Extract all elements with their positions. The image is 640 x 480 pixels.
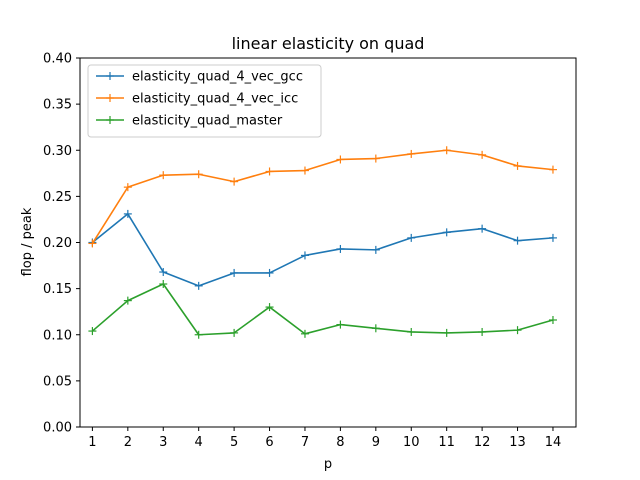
data-point — [513, 236, 522, 245]
series-1 — [88, 209, 557, 290]
data-point — [265, 303, 274, 312]
x-tick-label: 4 — [195, 435, 203, 450]
y-tick-label: 0.10 — [43, 328, 72, 343]
y-tick-label: 0.25 — [43, 190, 72, 205]
series-3 — [88, 280, 557, 339]
data-point — [442, 328, 451, 337]
y-tick-label: 0.00 — [43, 421, 72, 436]
data-point — [336, 155, 345, 164]
data-point — [194, 281, 203, 290]
series-line — [91, 213, 554, 287]
data-point — [159, 268, 168, 277]
chart-title: linear elasticity on quad — [232, 34, 425, 53]
data-point — [194, 170, 203, 179]
legend-item: elasticity_quad_4_vec_icc — [96, 92, 298, 107]
legend: elasticity_quad_4_vec_gcc elasticity_quad… — [87, 64, 322, 138]
legend-label: elasticity_quad_master — [132, 114, 283, 129]
data-point — [371, 154, 380, 163]
y-axis-ticks: 0.00 0.05 0.10 0.15 0.20 0.25 0.30 0.35 0.40 — [43, 52, 80, 436]
data-point — [478, 150, 487, 159]
x-tick-label: 2 — [124, 435, 132, 450]
x-tick-label: 5 — [230, 435, 238, 450]
data-point — [159, 280, 168, 289]
legend-item: elasticity_quad_4_vec_gcc — [96, 70, 303, 85]
data-point — [123, 296, 132, 305]
series-line — [91, 283, 554, 336]
x-tick-label: 6 — [265, 435, 273, 450]
data-point — [513, 161, 522, 170]
data-point — [88, 239, 97, 248]
x-tick-label: 7 — [301, 435, 309, 450]
y-tick-label: 0.35 — [43, 98, 72, 113]
data-point — [548, 233, 557, 242]
data-point — [265, 268, 274, 277]
y-axis-label: flop / peak — [20, 207, 35, 276]
data-point — [123, 209, 132, 218]
data-point — [442, 146, 451, 155]
legend-label: elasticity_quad_4_vec_icc — [132, 92, 298, 107]
data-point — [548, 165, 557, 174]
legend-item: elasticity_quad_master — [96, 114, 283, 129]
data-point — [230, 177, 239, 186]
y-tick-label: 0.15 — [43, 282, 72, 297]
data-point — [123, 183, 132, 192]
data-point — [407, 233, 416, 242]
x-tick-label: 3 — [159, 435, 167, 450]
series-layer — [88, 146, 557, 339]
x-tick-label: 10 — [403, 435, 420, 450]
data-point — [478, 327, 487, 336]
x-tick-label: 11 — [438, 435, 455, 450]
series-2 — [88, 146, 557, 248]
data-point — [300, 166, 309, 175]
legend-label: elasticity_quad_4_vec_gcc — [132, 70, 303, 85]
data-point — [371, 245, 380, 254]
x-tick-label: 8 — [336, 435, 344, 450]
data-point — [371, 324, 380, 333]
data-point — [88, 327, 97, 336]
x-tick-label: 12 — [474, 435, 491, 450]
x-axis-label: p — [324, 457, 332, 472]
data-point — [230, 268, 239, 277]
series-line — [91, 149, 554, 244]
y-tick-label: 0.20 — [43, 236, 72, 251]
data-point — [407, 149, 416, 158]
x-axis-ticks: 1 2 3 4 5 6 7 8 9 10 11 12 13 14 — [88, 427, 561, 450]
x-tick-label: 14 — [545, 435, 562, 450]
legend-box — [87, 64, 322, 138]
data-point — [194, 330, 203, 339]
data-point — [478, 224, 487, 233]
data-point — [336, 244, 345, 253]
data-point — [265, 167, 274, 176]
data-point — [230, 328, 239, 337]
y-tick-label: 0.05 — [43, 374, 72, 389]
y-tick-label: 0.30 — [43, 144, 72, 159]
data-point — [159, 171, 168, 180]
y-tick-label: 0.40 — [43, 52, 72, 67]
x-tick-label: 13 — [509, 435, 526, 450]
data-point — [336, 320, 345, 329]
data-point — [513, 326, 522, 335]
data-point — [300, 329, 309, 338]
data-point — [300, 251, 309, 260]
x-tick-label: 1 — [88, 435, 96, 450]
data-point — [548, 315, 557, 324]
data-point — [407, 327, 416, 336]
data-point — [442, 228, 451, 237]
x-tick-label: 9 — [372, 435, 380, 450]
